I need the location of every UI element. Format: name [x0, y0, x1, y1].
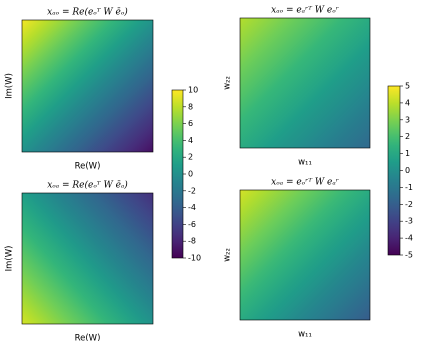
x-axis-label: w₁₁ — [298, 330, 312, 340]
colorbar-tick-label: -3 — [405, 217, 413, 226]
colorbar-tick-label: 5 — [405, 82, 410, 91]
colorbar-tick-label: 4 — [405, 98, 410, 107]
heatmap-title: xₐₒ = Re(eₒᵀ W ēₒ) — [47, 7, 128, 18]
colorbar-tick-label: 0 — [188, 170, 193, 179]
colorbar-tick-label: -4 — [188, 203, 196, 212]
y-axis-label: Im(W) — [5, 246, 15, 272]
heatmap-title: xₒₐ = eₒʳᵀ W eₐʳ — [271, 178, 339, 188]
heatmap-title: xₐₒ = eₐʳᵀ W eₒʳ — [271, 6, 339, 16]
colorbar-tick-label: 4 — [188, 136, 193, 145]
colorbar-tick-label: 10 — [188, 86, 198, 95]
heatmap-image — [239, 189, 371, 321]
colorbar-tick-label: -2 — [405, 200, 413, 209]
colorbar-tick-label: 2 — [188, 153, 193, 162]
y-axis-label: Im(W) — [5, 73, 15, 99]
colorbar-tick-label: -1 — [405, 183, 413, 192]
colorbar-tick-label: -10 — [188, 254, 201, 263]
colorbar-tick-label: 1 — [405, 149, 410, 158]
colorbar-tick-label: -8 — [188, 237, 196, 246]
x-axis-label: Re(W) — [75, 162, 101, 172]
colorbar-tick-label: 0 — [405, 166, 410, 175]
heatmap-image — [21, 192, 154, 325]
colorbar-tick-label: -2 — [188, 186, 196, 195]
heatmap-title: xₒₐ = Re(eₒᵀ W ēₐ) — [47, 180, 128, 191]
heatmap-image — [239, 17, 371, 149]
colorbar — [387, 85, 401, 256]
colorbar-tick-label: -6 — [188, 220, 196, 229]
heatmap-image — [21, 19, 154, 153]
colorbar-tick-label: 3 — [405, 115, 410, 124]
colorbar-tick-label: 6 — [188, 119, 193, 128]
colorbar-tick-label: 8 — [188, 102, 193, 111]
colorbar-tick-label: -4 — [405, 234, 413, 243]
colorbar — [171, 89, 184, 259]
y-axis-label: w₂₂ — [223, 248, 233, 262]
x-axis-label: w₁₁ — [298, 158, 312, 168]
colorbar-tick-label: -5 — [405, 251, 413, 260]
colorbar-tick-label: 2 — [405, 132, 410, 141]
x-axis-label: Re(W) — [75, 334, 101, 341]
y-axis-label: w₂₂ — [223, 76, 233, 90]
